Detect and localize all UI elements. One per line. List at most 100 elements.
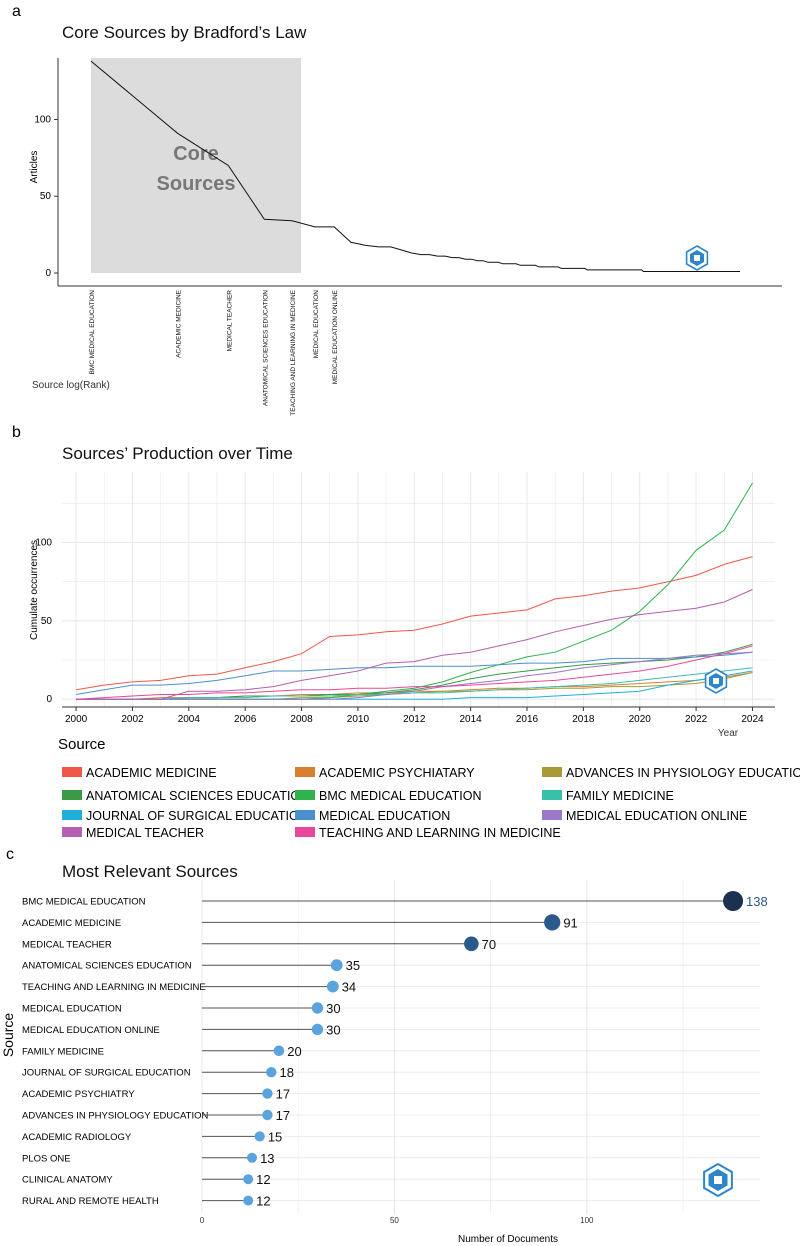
legend-label: MEDICAL EDUCATION ONLINE [566, 809, 747, 823]
legend-swatch [542, 767, 562, 777]
legend-swatch [542, 810, 562, 820]
logo-icon [703, 1162, 733, 1198]
relevant-row: MEDICAL EDUCATION 30 [22, 1001, 341, 1016]
lollipop-dot [311, 1023, 324, 1036]
core-label-line1: Core [173, 143, 219, 165]
bradford-y-tick-label: 50 [40, 191, 52, 202]
production-chart: Sources’ Production over Time 2000 2002 20… [29, 444, 800, 840]
panel-label-b: b [12, 424, 21, 441]
production-x-tick-label: 2006 [234, 714, 257, 725]
production-y-axis-title: Cumulate occurrences [29, 540, 40, 640]
bradford-x-axis-title: Source log(Rank) [32, 380, 110, 391]
series-line [76, 667, 753, 700]
relevant-x-tick-label: 50 [390, 1216, 399, 1225]
production-x-tick-label: 2008 [290, 714, 313, 725]
legend-swatch [542, 790, 562, 800]
bradford-source-label: ANATOMICAL SCIENCES EDUCATION [262, 290, 269, 406]
production-y-tick-label: 50 [41, 616, 53, 627]
logo-icon [704, 668, 728, 694]
production-x-tick-label: 2014 [460, 714, 483, 725]
legend-label: MEDICAL TEACHER [86, 826, 204, 840]
relevant-row: MEDICAL EDUCATION ONLINE 30 [22, 1022, 341, 1037]
relevant-row: BMC MEDICAL EDUCATION 138 [22, 891, 768, 911]
bradford-source-label: BMC MEDICAL EDUCATION [89, 290, 96, 375]
lollipop-dot [723, 891, 744, 911]
relevant-row: ACADEMIC PSYCHIATRY 17 [22, 1087, 290, 1102]
lollipop-value-label: 13 [260, 1151, 274, 1166]
legend-item: BMC MEDICAL EDUCATION [295, 789, 482, 803]
production-x-tick-label: 2012 [403, 714, 426, 725]
bradford-y-tick-label: 100 [34, 114, 51, 125]
legend-label: BMC MEDICAL EDUCATION [319, 789, 482, 803]
lollipop-dot [273, 1045, 285, 1057]
legend-swatch [295, 767, 315, 777]
legend-swatch [62, 827, 82, 837]
panel-label-a: a [12, 3, 21, 20]
relevant-x-tick-label: 100 [580, 1216, 594, 1225]
series-line [76, 589, 753, 700]
lollipop-value-label: 138 [746, 894, 768, 909]
legend-label: ACADEMIC MEDICINE [86, 766, 217, 780]
legend-item: ANATOMICAL SCIENCES EDUCATION [62, 789, 309, 803]
relevant-row: CLINICAL ANATOMY 12 [22, 1172, 271, 1187]
lollipop-value-label: 30 [326, 1001, 340, 1016]
relevant-row: MEDICAL TEACHER 70 [22, 936, 496, 952]
relevant-source-label: ACADEMIC MEDICINE [22, 918, 121, 929]
legend-label: ACADEMIC PSYCHIATARY [319, 766, 475, 780]
legend-label: FAMILY MEDICINE [566, 789, 674, 803]
relevant-row: ADVANCES IN PHYSIOLOGY EDUCATION 17 [22, 1108, 290, 1123]
lollipop-value-label: 91 [563, 915, 577, 930]
relevant-source-label: CLINICAL ANATOMY [22, 1175, 113, 1186]
production-title: Sources’ Production over Time [62, 444, 293, 463]
relevant-row: TEACHING AND LEARNING IN MEDICINE 34 [22, 980, 356, 995]
relevant-y-axis-title: Source [0, 1013, 16, 1058]
legend-swatch [62, 810, 82, 820]
legend-title: Source [58, 736, 106, 753]
relevant-chart: Most Relevant Sources BMC MEDICAL EDUCAT… [0, 862, 768, 1245]
lollipop-dot [243, 1174, 254, 1185]
bradford-source-label: MEDICAL TEACHER [226, 290, 233, 352]
bradford-source-label: ACADEMIC MEDICINE [176, 289, 183, 358]
relevant-source-label: ADVANCES IN PHYSIOLOGY EDUCATION [22, 1111, 208, 1122]
production-x-tick-label: 2010 [347, 714, 370, 725]
production-x-axis-title: Year [718, 728, 739, 739]
relevant-source-label: RURAL AND REMOTE HEALTH [22, 1196, 159, 1207]
relevant-source-label: ANATOMICAL SCIENCES EDUCATION [22, 961, 192, 972]
production-x-tick-label: 2022 [685, 714, 708, 725]
legend-item: ACADEMIC MEDICINE [62, 766, 217, 780]
legend-label: ADVANCES IN PHYSIOLOGY EDUCATION [566, 766, 800, 780]
relevant-source-label: PLOS ONE [22, 1153, 71, 1164]
lollipop-dot [254, 1131, 265, 1142]
relevant-title: Most Relevant Sources [62, 862, 238, 881]
legend-item: ACADEMIC PSYCHIATARY [295, 766, 475, 780]
core-sources-region [91, 58, 301, 273]
lollipop-dot [311, 1002, 324, 1014]
bradford-source-label: TEACHING AND LEARNING IN MEDICINE [290, 289, 297, 415]
lollipop-value-label: 12 [256, 1194, 270, 1209]
lollipop-value-label: 30 [326, 1022, 340, 1037]
lollipop-dot [330, 959, 343, 972]
lollipop-value-label: 20 [287, 1044, 301, 1059]
legend-label: MEDICAL EDUCATION [319, 809, 450, 823]
bradford-title: Core Sources by Bradford’s Law [62, 23, 307, 42]
lollipop-dot [247, 1152, 258, 1163]
relevant-source-label: BMC MEDICAL EDUCATION [22, 897, 146, 908]
legend-swatch [295, 827, 315, 837]
lollipop-dot [243, 1195, 254, 1206]
legend-item: MEDICAL TEACHER [62, 826, 204, 840]
lollipop-value-label: 18 [280, 1065, 294, 1080]
relevant-source-label: ACADEMIC PSYCHIATRY [22, 1089, 135, 1100]
legend-item: FAMILY MEDICINE [542, 789, 674, 803]
legend-swatch [62, 790, 82, 800]
lollipop-dot [544, 914, 561, 931]
relevant-row: RURAL AND REMOTE HEALTH 12 [22, 1194, 271, 1209]
relevant-row: ACADEMIC MEDICINE 91 [22, 914, 578, 931]
relevant-source-label: ACADEMIC RADIOLOGY [22, 1132, 132, 1143]
relevant-source-label: FAMILY MEDICINE [22, 1046, 104, 1057]
lollipop-value-label: 34 [342, 980, 356, 995]
relevant-row: ANATOMICAL SCIENCES EDUCATION 35 [22, 958, 360, 973]
bradford-y-tick-label: 0 [45, 268, 51, 279]
lollipop-value-label: 12 [256, 1172, 270, 1187]
lollipop-dot [266, 1067, 277, 1078]
